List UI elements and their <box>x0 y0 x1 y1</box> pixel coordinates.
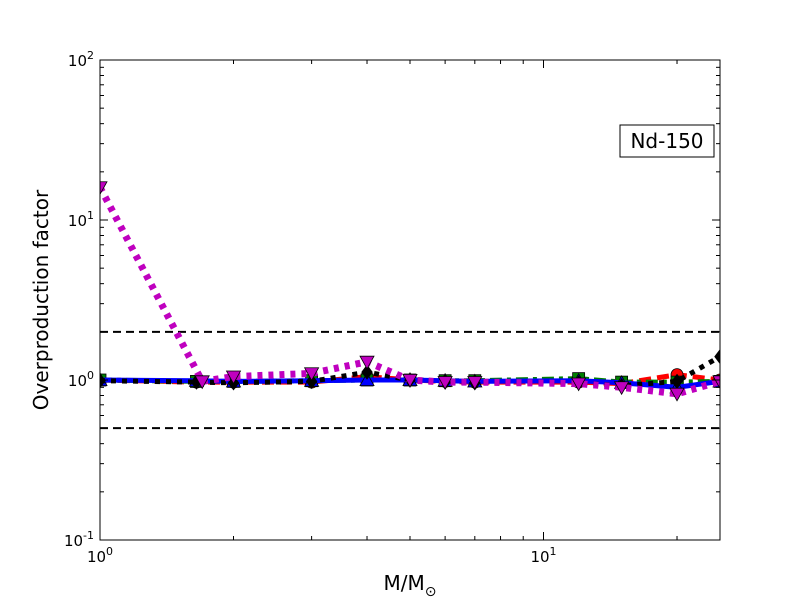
annotation-frame <box>619 124 715 158</box>
series-3-point-11 <box>714 348 720 365</box>
series-4 <box>100 181 720 402</box>
series-4-point-11 <box>712 375 720 390</box>
x-axis-title: M/M⊙ <box>384 571 437 600</box>
x-tick-label-0: 100 <box>87 545 113 566</box>
series-4-point-5 <box>402 373 418 388</box>
series-4-point-9 <box>613 381 630 396</box>
y-tick-label-3: 102 <box>68 49 94 70</box>
y-tick-label-2: 101 <box>68 209 94 230</box>
series-4-point-0 <box>100 181 108 196</box>
series-4-point-6 <box>437 376 453 390</box>
series-4-point-1 <box>194 375 210 390</box>
series-4-point-10 <box>669 387 685 402</box>
plot-area <box>100 181 720 430</box>
annotation-box: Nd-150 <box>619 124 715 158</box>
series-4-point-7 <box>467 376 483 390</box>
x-tick-label-1: 101 <box>530 545 556 566</box>
series-3-point-0 <box>100 373 106 389</box>
series-4-point-8 <box>570 377 587 392</box>
series-4-point-4 <box>359 355 375 370</box>
y-axis-title: Overproduction factor <box>29 189 53 410</box>
series-4-point-2 <box>225 370 242 385</box>
annotation-label: Nd-150 <box>630 129 703 153</box>
series-4-line <box>100 185 720 398</box>
plot-layer <box>100 181 720 430</box>
series-4-point-3 <box>303 367 320 382</box>
series-3-point-3 <box>305 373 318 390</box>
y-tick-label-1: 100 <box>68 369 94 390</box>
y-tick-label-0: 10-1 <box>64 529 94 550</box>
series-3-point-4 <box>361 364 373 380</box>
